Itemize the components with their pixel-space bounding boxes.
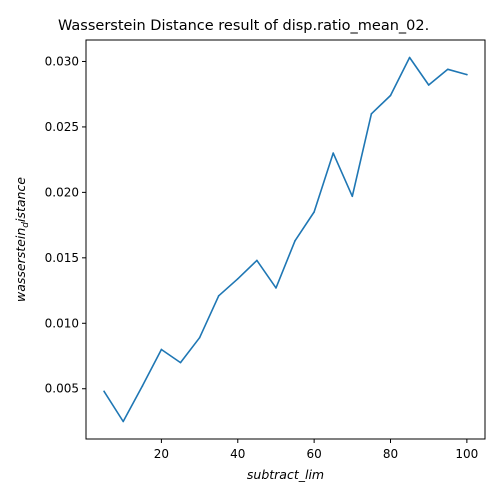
data-point	[122, 420, 125, 423]
y-axis-label-tail: istance	[13, 177, 28, 222]
data-point	[236, 277, 239, 280]
x-tick-label: 60	[306, 447, 321, 461]
x-tick-label: 100	[455, 447, 478, 461]
data-point	[179, 361, 182, 364]
y-axis-ticks: 0.005 0.010 0.015 0.020 0.025 0.030	[45, 54, 86, 396]
data-point	[217, 294, 220, 297]
series-line	[103, 56, 468, 423]
chart-title: Wasserstein Distance result of disp.rati…	[58, 18, 429, 34]
data-point	[466, 73, 468, 76]
x-tick-label: 40	[230, 447, 245, 461]
y-tick-label: 0.005	[45, 382, 79, 396]
data-point	[370, 113, 373, 115]
data-point	[294, 240, 296, 242]
y-axis-label-subscript: d	[21, 222, 31, 228]
data-points	[103, 56, 468, 423]
data-point	[275, 287, 277, 289]
data-point	[103, 390, 105, 393]
data-point	[256, 259, 258, 262]
data-point	[313, 211, 315, 213]
data-point	[427, 84, 430, 86]
data-point	[141, 385, 144, 387]
y-tick-label: 0.020	[45, 185, 79, 199]
data-point	[198, 336, 201, 339]
y-axis-label-main: wasserstein	[13, 228, 28, 302]
y-tick-label: 0.015	[45, 251, 79, 265]
y-tick-label: 0.030	[45, 54, 79, 68]
x-tick-label: 20	[154, 447, 169, 461]
data-point	[332, 152, 335, 154]
y-tick-label: 0.025	[45, 120, 79, 134]
data-point	[389, 94, 392, 97]
data-point	[351, 195, 354, 198]
data-point	[160, 348, 163, 351]
data-point	[446, 68, 449, 71]
x-axis-ticks: 20 40 60 80 100	[154, 439, 478, 461]
y-axis-label: wassersteindistance	[13, 177, 31, 302]
plot-frame	[85, 39, 486, 440]
x-axis-label: subtract_lim	[247, 467, 324, 482]
y-tick-label: 0.010	[45, 316, 79, 330]
x-tick-label: 80	[383, 447, 398, 461]
data-point	[408, 56, 411, 59]
